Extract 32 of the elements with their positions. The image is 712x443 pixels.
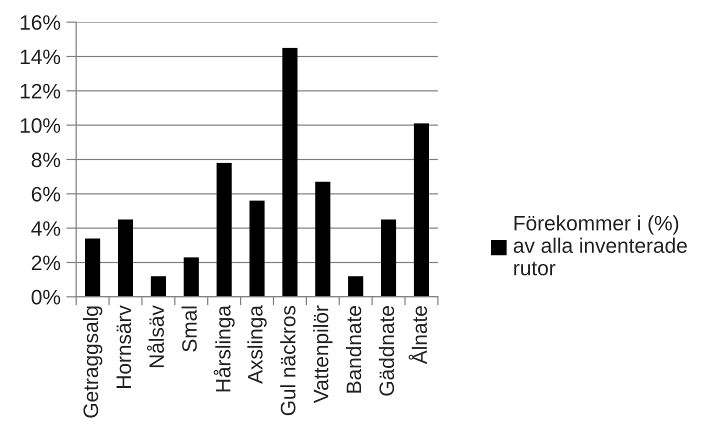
x-tick-label: Bandnate xyxy=(346,306,362,393)
bar xyxy=(118,220,134,297)
bar xyxy=(414,123,429,297)
y-tick-label: 12% xyxy=(20,84,60,98)
y-tick-label: 16% xyxy=(20,15,60,30)
bar xyxy=(282,48,298,297)
x-tick-label: Getraggsalg xyxy=(82,306,102,418)
x-tick-label: Axslinga xyxy=(247,305,267,384)
bar xyxy=(184,257,199,297)
bar xyxy=(249,200,265,297)
y-tick-label: 10% xyxy=(20,118,60,133)
bar xyxy=(380,220,396,297)
bar xyxy=(216,162,232,297)
x-tick-label: Gäddnate xyxy=(378,306,394,396)
x-tick-label: Hårslinga xyxy=(214,305,235,392)
bar xyxy=(348,276,364,297)
bar xyxy=(85,238,100,297)
x-tick-label: Ålnate xyxy=(408,306,428,364)
legend-label: Förekommer i (%) av alla inventerade rutor xyxy=(514,215,687,276)
y-tick-label: 6% xyxy=(32,186,60,202)
y-tick-label: 14% xyxy=(20,50,60,64)
x-tick-label: Nålsäv xyxy=(146,305,164,368)
x-tick-label: Hornsärv xyxy=(116,305,132,388)
bar xyxy=(315,182,330,297)
y-tick-label: 2% xyxy=(32,255,60,270)
x-tick-label: Smal xyxy=(182,306,197,352)
x-tick-label: Gul näckros xyxy=(280,306,296,416)
y-tick-label: 0% xyxy=(32,290,60,305)
y-tick-label: 4% xyxy=(31,221,60,236)
x-tick-label: Vattenpilör xyxy=(313,305,333,404)
bar xyxy=(150,276,166,297)
y-tick-label: 8% xyxy=(32,152,60,168)
